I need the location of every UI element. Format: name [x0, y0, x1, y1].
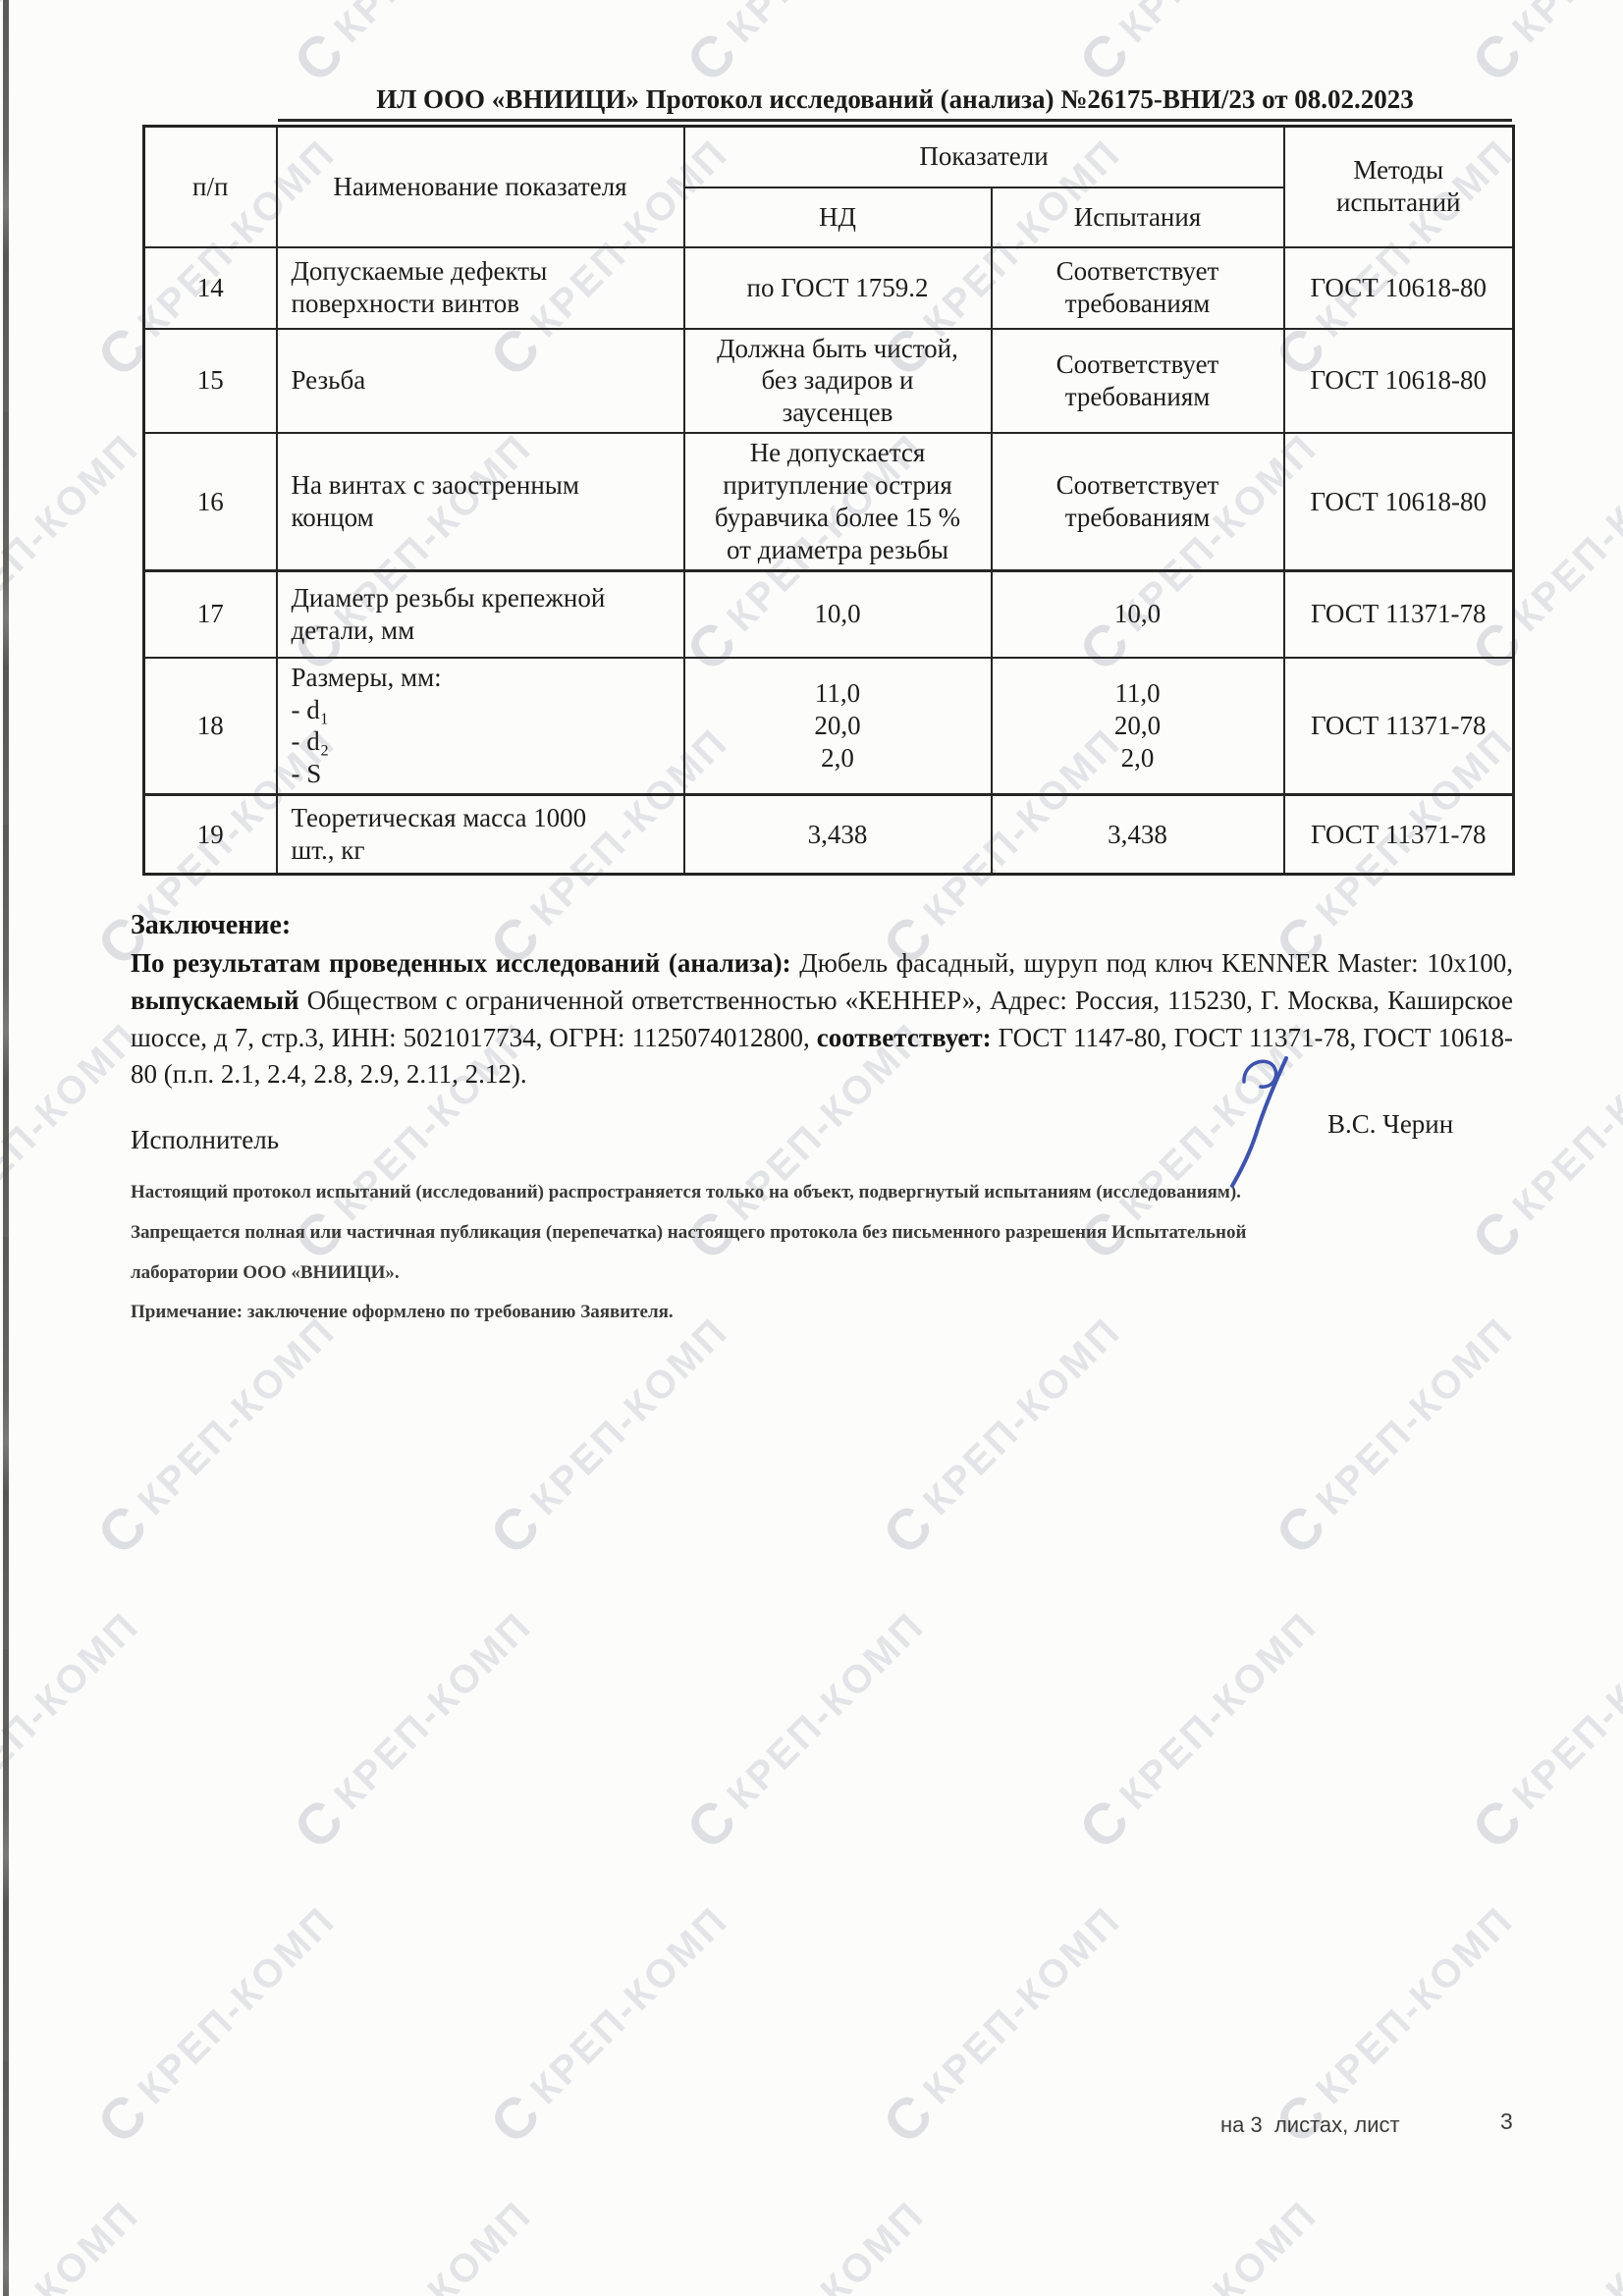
executor-label: Исполнитель [131, 1125, 280, 1154]
cell-num: 17 [142, 569, 278, 659]
table-row: 16 На винтах с заостренным концом Не доп… [142, 432, 1515, 572]
conclusion-seg-5: соответствует: [816, 1022, 999, 1052]
cell-num: 18 [142, 656, 278, 796]
fine-print-line: Настоящий протокол испытаний (исследован… [131, 1182, 1241, 1202]
cell-method: ГОСТ 11371-78 [1282, 793, 1515, 876]
cell-name: На винтах с заостренным концом [275, 432, 685, 572]
cell-name: Резьба [275, 327, 685, 435]
table-row: 18 Размеры, мм: - d₁ - d₂ - S 11,0 20,0 … [142, 656, 1515, 796]
cell-test: Соответствует требованиям [990, 432, 1285, 572]
cell-num: 16 [142, 432, 278, 572]
conclusion-seg-3: выпускаемый [131, 985, 307, 1015]
table-header-row-2: НД Испытания [144, 186, 1514, 248]
cell-nd: 11,0 20,0 2,0 [682, 656, 993, 796]
cell-num: 15 [142, 327, 278, 435]
col-header-test: Испытания [990, 186, 1285, 248]
cell-test: Соответствует требованиям [990, 327, 1285, 435]
cell-method: ГОСТ 10618-80 [1282, 327, 1515, 435]
handwritten-signature [1230, 1056, 1288, 1188]
cell-nd: Должна быть чистой, без задиров и заусен… [682, 327, 993, 435]
col-header-methods: Методы испытаний [1282, 125, 1515, 248]
fine-print-line: Примечание: заключение оформлено по треб… [131, 1302, 674, 1323]
table-header-row-1: п/п Наименование показателя Показатели М… [142, 125, 1515, 248]
cell-num: 14 [142, 245, 278, 330]
conclusion-seg-4: Обществом с ограниченной ответственность… [131, 985, 1513, 1052]
cell-method: ГОСТ 11371-78 [1282, 656, 1515, 796]
cell-test: 10,0 [990, 569, 1285, 659]
cell-nd: 3,438 [682, 793, 993, 876]
document-title: ИЛ ООО «ВНИИЦИ» Протокол исследований (а… [278, 84, 1512, 122]
fine-print-line: Запрещается полная или частичная публика… [131, 1221, 1247, 1243]
cell-test: 3,438 [990, 793, 1285, 876]
scan-edge-artifact [3, 0, 9, 2296]
cell-name: Теоретическая масса 1000 шт., кг [275, 793, 685, 876]
cell-method: ГОСТ 11371-78 [1282, 569, 1515, 659]
cell-nd: 10,0 [682, 569, 993, 659]
footer-sheet-count: на 3 листах, лист [1220, 2112, 1400, 2137]
conclusion-seg-2: Дюбель фасадный, шуруп под ключ KENNER M… [799, 948, 1513, 978]
fine-print-line: лаборатории ООО «ВНИИЦИ». [131, 1261, 400, 1283]
cell-test: 11,0 20,0 2,0 [990, 656, 1285, 796]
col-header-name: Наименование показателя [275, 125, 685, 248]
cell-test: Соответствует требованиям [990, 245, 1285, 330]
conclusion-heading: Заключение: [131, 910, 292, 940]
cell-num: 19 [142, 793, 278, 876]
conclusion-seg-1: По результатам проведенных исследований … [131, 948, 800, 978]
cell-method: ГОСТ 10618-80 [1282, 432, 1515, 572]
table-row: 19 Теоретическая масса 1000 шт., кг 3,43… [142, 793, 1515, 876]
cell-name: Размеры, мм: - d₁ - d₂ - S [275, 656, 685, 796]
cell-nd: по ГОСТ 1759.2 [682, 245, 993, 330]
footer-page-number: 3 [1500, 2109, 1513, 2134]
table-row: 17 Диаметр резьбы крепежной детали, мм 1… [142, 569, 1515, 659]
signer-name: В.С. Черин [1327, 1109, 1454, 1139]
cell-nd: Не допускается притупление острия буравч… [682, 432, 993, 572]
col-header-num: п/п [142, 125, 278, 248]
cell-name: Допускаемые дефекты поверхности винтов [275, 245, 685, 330]
table-row: 15 Резьба Должна быть чистой, без задиро… [142, 327, 1515, 435]
conclusion-paragraph: По результатам проведенных исследований … [131, 945, 1513, 1094]
col-header-nd: НД [682, 186, 993, 248]
table-row: 14 Допускаемые дефекты поверхности винто… [142, 245, 1515, 330]
col-header-indicators: Показатели [682, 125, 1285, 188]
fine-print-block: Настоящий протокол испытаний (исследован… [131, 1181, 1525, 1341]
cell-name: Диаметр резьбы крепежной детали, мм [275, 569, 685, 659]
test-results-table: п/п Наименование показателя Показатели М… [142, 125, 1516, 877]
conclusion-seg-6: ГОСТ 1147-80, ГОСТ 11371-78, ГОСТ 10618-… [131, 1022, 1513, 1090]
cell-method: ГОСТ 10618-80 [1282, 245, 1515, 330]
